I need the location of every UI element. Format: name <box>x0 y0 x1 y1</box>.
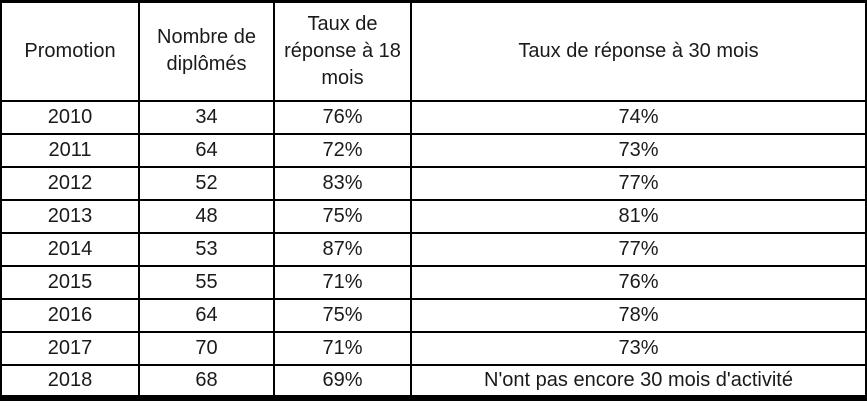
response-30m-cell: 77% <box>410 165 867 201</box>
response-18m-cell: 87% <box>273 231 412 267</box>
table-row: 2018 68 69% N'ont pas encore 30 mois d'a… <box>0 363 867 401</box>
table-row: 2012 52 83% 77% <box>0 165 867 201</box>
response-18m-cell: 75% <box>273 198 412 234</box>
header-graduates: Nombre de diplômés <box>138 0 275 102</box>
year-cell: 2016 <box>0 297 140 333</box>
table-row: 2014 53 87% 77% <box>0 231 867 267</box>
header-response-30m: Taux de réponse à 30 mois <box>410 0 867 102</box>
response-18m-cell: 71% <box>273 330 412 366</box>
response-30m-cell: 74% <box>410 99 867 135</box>
header-response-18m: Taux de réponse à 18 mois <box>273 0 412 102</box>
response-30m-cell: 81% <box>410 198 867 234</box>
graduates-count-cell: 70 <box>138 330 275 366</box>
year-cell: 2017 <box>0 330 140 366</box>
table-row: 2011 64 72% 73% <box>0 132 867 168</box>
response-18m-cell: 75% <box>273 297 412 333</box>
response-30m-cell: 76% <box>410 264 867 300</box>
table-row: 2015 55 71% 76% <box>0 264 867 300</box>
year-cell: 2018 <box>0 363 140 401</box>
year-cell: 2014 <box>0 231 140 267</box>
table-row: 2017 70 71% 73% <box>0 330 867 366</box>
year-cell: 2010 <box>0 99 140 135</box>
response-30m-cell: 73% <box>410 132 867 168</box>
response-18m-cell: 72% <box>273 132 412 168</box>
response-18m-cell: 76% <box>273 99 412 135</box>
graduates-count-cell: 48 <box>138 198 275 234</box>
header-row: Promotion Nombre de diplômés Taux de rép… <box>0 0 867 102</box>
table-row: 2013 48 75% 81% <box>0 198 867 234</box>
header-promotion: Promotion <box>0 0 140 102</box>
graduates-count-cell: 34 <box>138 99 275 135</box>
graduates-count-cell: 68 <box>138 363 275 401</box>
response-30m-cell: 77% <box>410 231 867 267</box>
response-18m-cell: 71% <box>273 264 412 300</box>
response-18m-cell: 83% <box>273 165 412 201</box>
response-18m-cell: 69% <box>273 363 412 401</box>
year-cell: 2015 <box>0 264 140 300</box>
year-cell: 2011 <box>0 132 140 168</box>
response-30m-cell: 73% <box>410 330 867 366</box>
year-cell: 2013 <box>0 198 140 234</box>
table-row: 2010 34 76% 74% <box>0 99 867 135</box>
graduates-count-cell: 52 <box>138 165 275 201</box>
table-row: 2016 64 75% 78% <box>0 297 867 333</box>
graduates-count-cell: 53 <box>138 231 275 267</box>
graduates-count-cell: 64 <box>138 297 275 333</box>
no-30-months-note-cell: N'ont pas encore 30 mois d'activité <box>410 363 867 401</box>
response-30m-cell: 78% <box>410 297 867 333</box>
graduates-count-cell: 55 <box>138 264 275 300</box>
graduates-count-cell: 64 <box>138 132 275 168</box>
response-rate-table: Promotion Nombre de diplômés Taux de rép… <box>0 0 867 401</box>
year-cell: 2012 <box>0 165 140 201</box>
